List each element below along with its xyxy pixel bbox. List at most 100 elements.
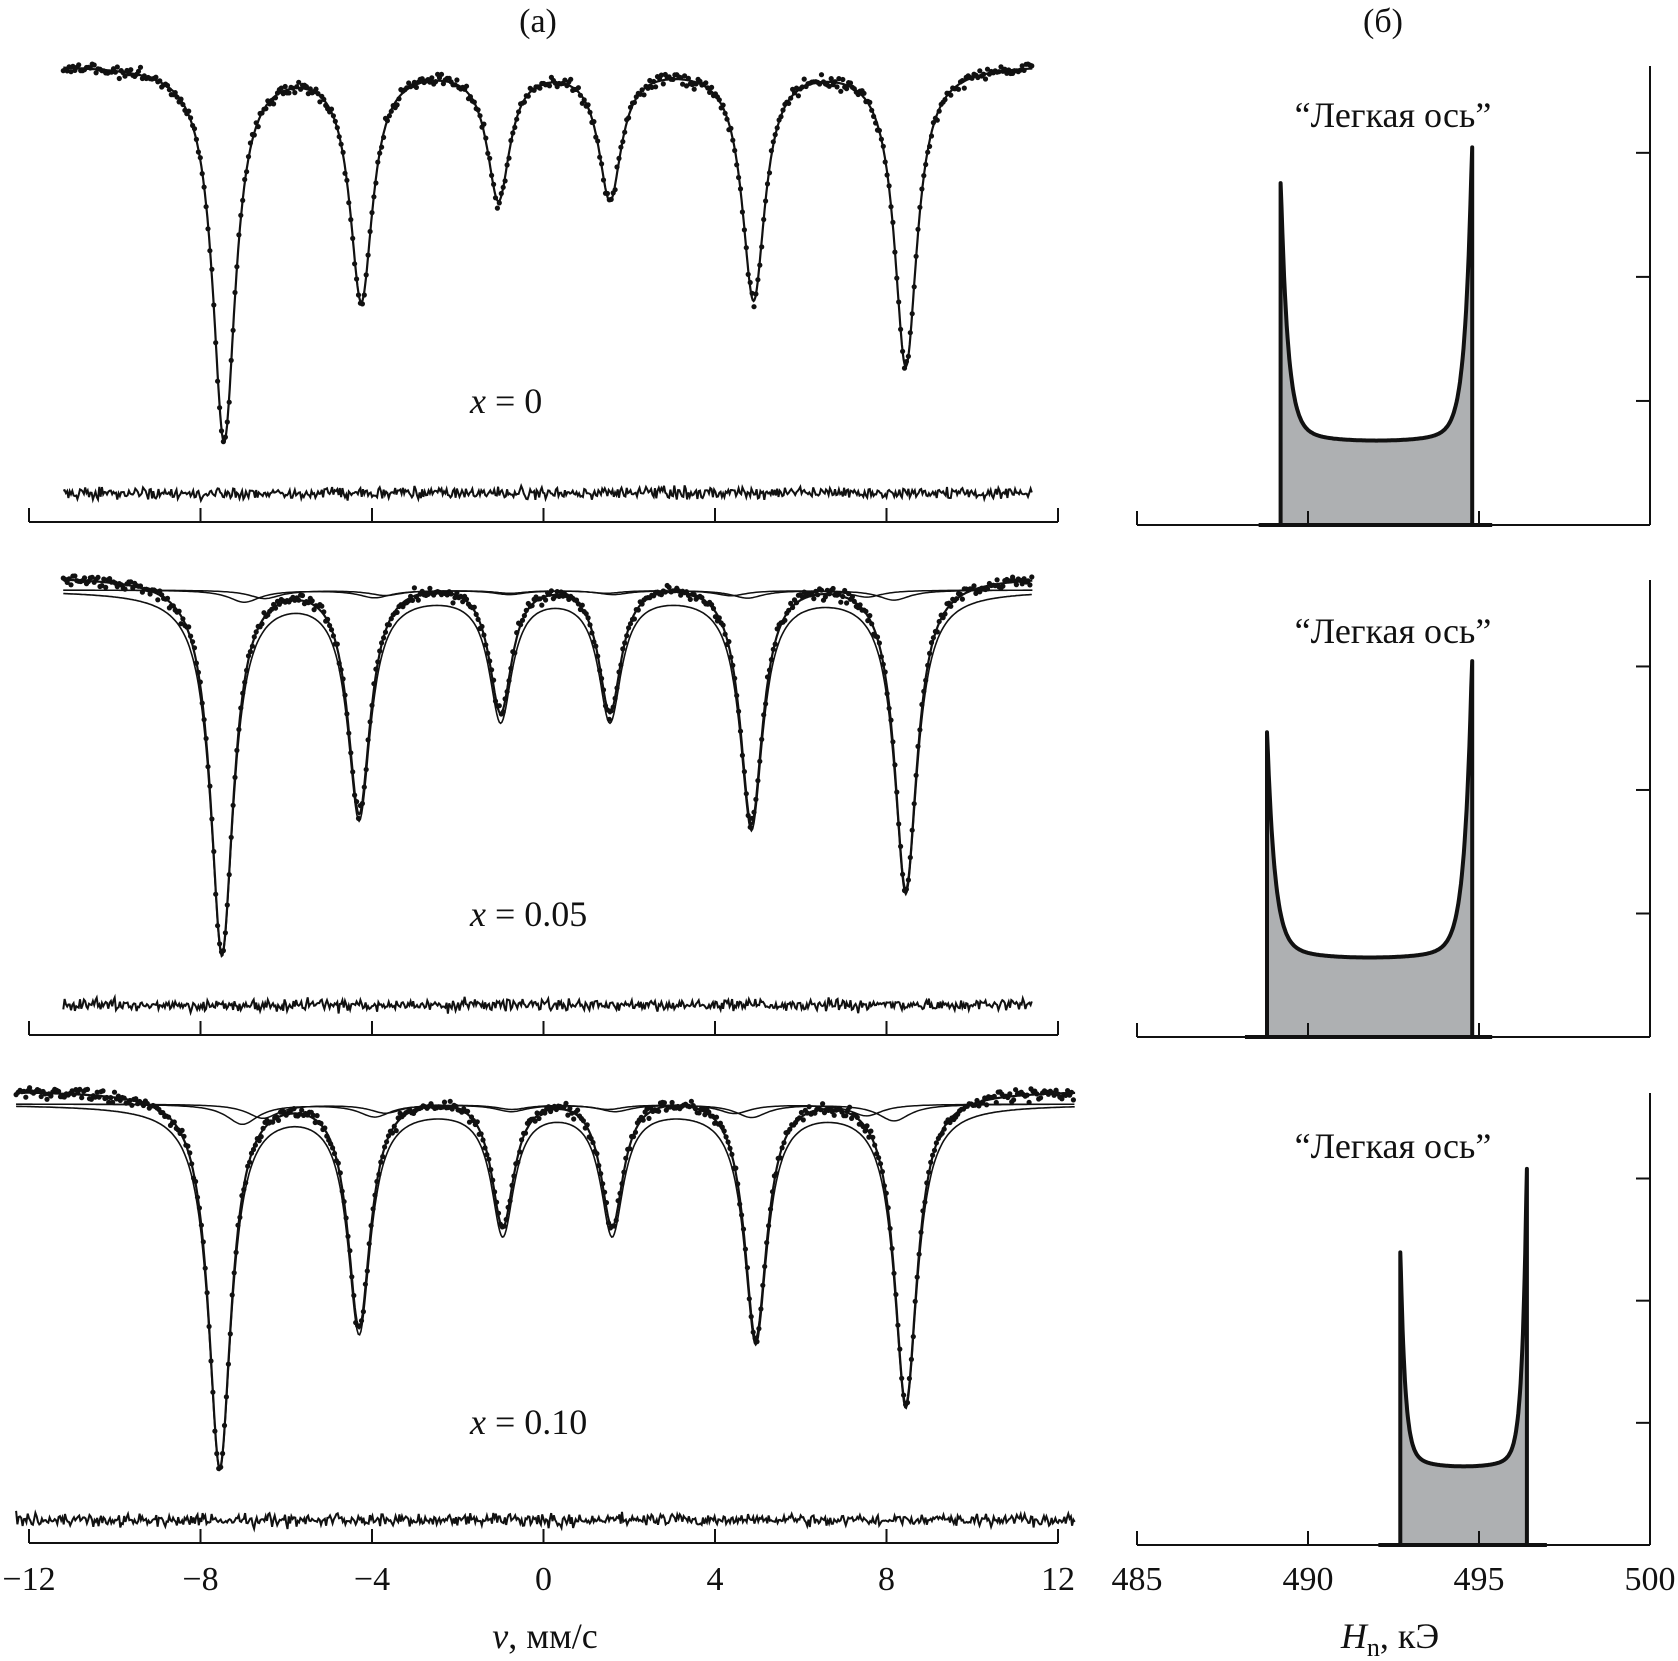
spectrum-1: [28, 573, 1059, 1036]
data-point: [575, 85, 582, 91]
x-tick-label: 8: [878, 1561, 895, 1598]
data-point: [1013, 1087, 1019, 1093]
data-point: [543, 597, 549, 603]
spectrum-0: [28, 61, 1059, 523]
data-point: [669, 1099, 675, 1106]
data-point: [568, 76, 574, 82]
data-point: [565, 1112, 571, 1118]
data-point: [135, 68, 142, 74]
data-point: [998, 64, 1004, 70]
data-point: [1013, 582, 1020, 588]
data-point: [411, 585, 417, 591]
panel-b-xlabel: Hn, кЭ: [1340, 1616, 1439, 1661]
data-point: [800, 1117, 806, 1123]
data-point: [296, 79, 302, 85]
data-point: [558, 589, 564, 595]
data-point: [959, 596, 966, 602]
subspectrum-minor: [16, 1103, 1075, 1120]
data-point: [818, 72, 825, 78]
composition-label-x010: x = 0.10: [469, 1402, 587, 1442]
data-point: [647, 77, 653, 84]
residual-curve: [62, 482, 1033, 504]
data-point: [441, 1099, 448, 1105]
data-point: [313, 86, 319, 92]
data-point: [94, 1089, 100, 1095]
data-point: [847, 80, 854, 86]
data-point: [703, 80, 709, 86]
data-point: [653, 84, 659, 90]
data-point: [955, 86, 962, 92]
data-point: [656, 1108, 662, 1114]
data-point: [100, 1088, 106, 1094]
data-point: [546, 1104, 552, 1110]
data-point: [305, 91, 311, 97]
data-point: [38, 1093, 44, 1100]
panel-a-spectra: −12 −8 −4 0 4 8 12: [2, 61, 1076, 1598]
distribution-1: [1136, 580, 1651, 1039]
distribution-curve: [1398, 1166, 1529, 1547]
data-point: [818, 587, 825, 593]
data-point: [317, 99, 323, 105]
data-point: [795, 93, 802, 99]
data-point: [984, 1102, 990, 1108]
data-point: [450, 600, 456, 606]
data-point: [72, 573, 78, 579]
data-point: [754, 1339, 760, 1345]
data-point: [1007, 1091, 1013, 1097]
x-tick-label: −8: [182, 1561, 218, 1598]
data-point: [319, 603, 325, 609]
x-tick-label: 4: [707, 1561, 724, 1598]
residual-curve: [62, 993, 1033, 1017]
data-point: [641, 92, 647, 98]
data-point: [713, 1114, 720, 1120]
data-point: [91, 62, 97, 68]
x-tick-label: −4: [354, 1561, 390, 1598]
distribution-2: [1136, 1093, 1651, 1547]
data-point: [993, 1099, 999, 1106]
data-point: [447, 1098, 453, 1104]
x-tick-label: 500: [1625, 1561, 1676, 1598]
data-point: [788, 600, 794, 607]
data-point: [275, 1117, 282, 1123]
data-point: [747, 824, 753, 830]
data-point: [413, 84, 419, 90]
data-point: [809, 590, 815, 596]
data-point: [1011, 1097, 1017, 1103]
data-point: [114, 64, 120, 70]
data-point: [311, 607, 317, 613]
data-point: [548, 588, 555, 594]
data-point: [409, 597, 416, 604]
data-point: [984, 66, 991, 72]
data-point: [282, 83, 288, 90]
data-point: [27, 1085, 33, 1091]
distribution-area: [1280, 147, 1473, 525]
data-point: [427, 585, 433, 591]
data-point: [849, 1115, 855, 1121]
data-point: [1038, 1095, 1044, 1101]
x-tick-label: 12: [1041, 1561, 1075, 1598]
data-point: [644, 1106, 650, 1112]
data-point: [48, 1093, 54, 1099]
data-point: [452, 595, 458, 601]
data-point: [562, 77, 568, 83]
x-tick-label: 495: [1454, 1561, 1505, 1598]
data-point: [539, 602, 545, 608]
distribution-label-x010: “Легкая ось”: [1295, 1126, 1492, 1166]
data-point: [682, 73, 688, 79]
data-point: [155, 597, 161, 603]
data-point: [393, 1128, 399, 1134]
panel-b-label: (б): [1363, 3, 1403, 40]
data-point: [129, 1102, 135, 1108]
data-point: [128, 579, 134, 585]
data-point: [838, 88, 844, 94]
data-point: [646, 1115, 652, 1121]
data-point: [299, 1107, 305, 1113]
data-point: [840, 76, 846, 83]
data-point: [811, 596, 817, 602]
data-point: [79, 1095, 85, 1101]
data-point: [575, 1107, 581, 1113]
data-point: [68, 69, 74, 75]
data-point: [687, 596, 693, 603]
data-point: [563, 1100, 569, 1106]
